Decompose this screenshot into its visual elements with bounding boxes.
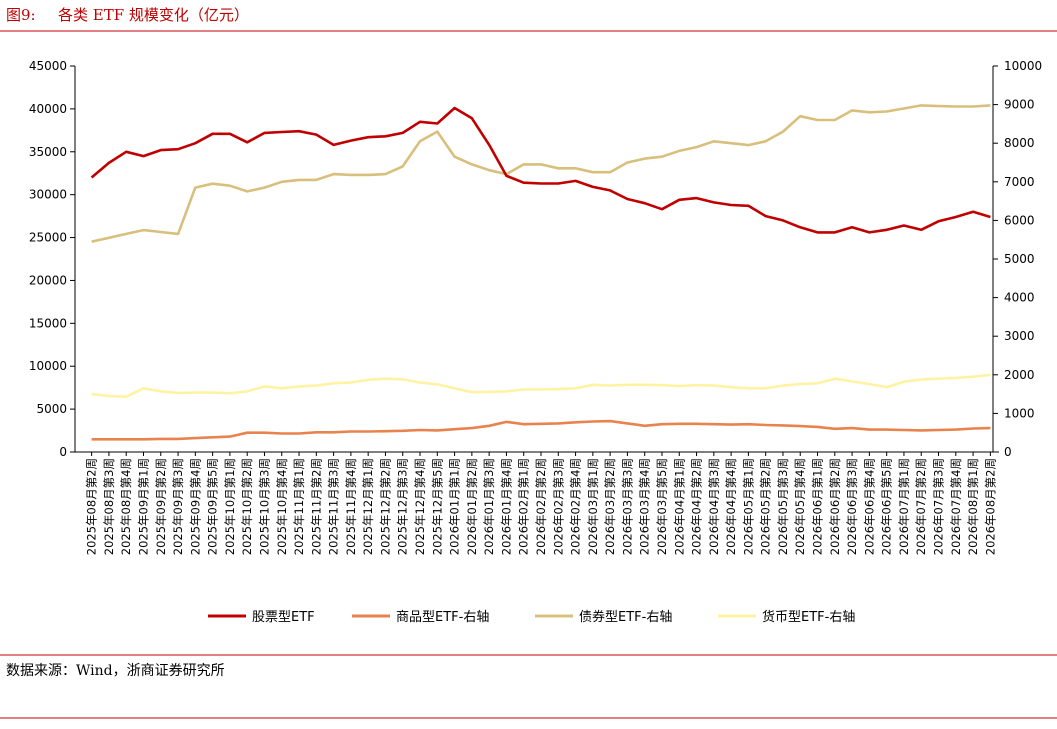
y2-tick-label: 1000 (1004, 406, 1035, 420)
legend-label: 股票型ETF (252, 610, 315, 625)
x-tick-label: 2026年04月第1周 (672, 458, 686, 555)
series-line (91, 104, 991, 243)
x-tick-label: 2025年11月第2周 (309, 458, 323, 555)
x-tick-label: 2026年01月第1周 (448, 458, 462, 555)
x-tick-label: 2025年12月第5周 (430, 458, 444, 555)
x-tick-label: 2026年02月第1周 (517, 458, 531, 555)
y-tick-label: 10000 (29, 359, 67, 373)
chart-title: 各类 ETF 规模变化（亿元） (58, 6, 249, 24)
y-tick-label: 25000 (29, 231, 67, 245)
x-tick-label: 2026年08月第1周 (966, 458, 980, 555)
x-tick-label: 2026年03月第1周 (586, 458, 600, 555)
x-tick-label: 2026年03月第3周 (620, 458, 634, 555)
y-tick-label: 0 (59, 445, 67, 459)
y2-tick-label: 10000 (1004, 59, 1042, 73)
legend-label: 货币型ETF-右轴 (762, 609, 855, 625)
series-line (90, 106, 991, 234)
series-line (91, 419, 991, 441)
x-tick-label: 2025年12月第4周 (413, 458, 427, 555)
x-tick-label: 2026年06月第1周 (811, 458, 825, 555)
x-tick-label: 2026年04月第2周 (690, 458, 704, 555)
y-tick-label: 40000 (29, 102, 67, 116)
x-tick-label: 2026年06月第4周 (862, 458, 876, 555)
y-tick-label: 35000 (29, 145, 67, 159)
x-tick-label: 2026年07月第1周 (897, 458, 911, 555)
x-tick-label: 2025年12月第3周 (396, 458, 410, 555)
figure-label: 图9: (6, 6, 36, 24)
y2-tick-label: 3000 (1004, 329, 1035, 343)
y2-tick-label: 5000 (1004, 252, 1035, 266)
x-tick-label: 2026年05月第4周 (793, 458, 807, 555)
y-tick-label: 15000 (29, 316, 67, 330)
x-tick-label: 2025年10月第1周 (223, 458, 237, 555)
x-tick-label: 2025年09月第4周 (188, 458, 202, 555)
x-tick-label: 2025年11月第3周 (327, 458, 341, 555)
y2-tick-label: 4000 (1004, 291, 1035, 305)
y2-tick-label: 7000 (1004, 175, 1035, 189)
x-tick-label: 2025年09月第2周 (154, 458, 168, 555)
x-tick-label: 2025年08月第3周 (102, 458, 116, 555)
x-tick-label: 2026年05月第1周 (741, 458, 755, 555)
x-tick-label: 2026年02月第4周 (569, 458, 583, 555)
y2-tick-label: 0 (1004, 445, 1012, 459)
x-tick-label: 2026年03月第4周 (638, 458, 652, 555)
x-tick-label: 2026年04月第3周 (707, 458, 721, 555)
x-tick-label: 2026年01月第4周 (499, 458, 513, 555)
x-tick-label: 2026年06月第2周 (828, 458, 842, 555)
x-tick-label: 2025年12月第1周 (361, 458, 375, 555)
series-line (91, 373, 991, 399)
x-tick-label: 2026年05月第2周 (759, 458, 773, 555)
x-tick-label: 2025年08月第2周 (85, 458, 99, 555)
y2-tick-label: 8000 (1004, 136, 1035, 150)
y-tick-label: 30000 (29, 188, 67, 202)
x-tick-label: 2025年12月第2周 (378, 458, 392, 555)
x-tick-label: 2025年09月第5周 (206, 458, 220, 555)
x-tick-label: 2026年03月第5周 (655, 458, 669, 555)
y-tick-label: 5000 (36, 402, 67, 416)
x-tick-label: 2025年11月第1周 (292, 458, 306, 555)
x-tick-label: 2026年08月第2周 (983, 458, 997, 555)
x-tick-label: 2026年06月第3周 (845, 458, 859, 555)
y-tick-label: 45000 (29, 59, 67, 73)
x-tick-label: 2025年10月第2周 (240, 458, 254, 555)
x-tick-label: 2026年01月第3周 (482, 458, 496, 555)
x-tick-label: 2025年09月第3周 (171, 458, 185, 555)
y2-tick-label: 2000 (1004, 368, 1035, 382)
source: 数据来源：Wind，浙商证券研究所 (6, 663, 225, 679)
y2-tick-label: 6000 (1004, 213, 1035, 227)
x-tick-label: 2025年11月第4周 (344, 458, 358, 555)
x-tick-label: 2026年07月第2周 (914, 458, 928, 555)
x-tick-label: 2026年01月第2周 (465, 458, 479, 555)
legend-label: 商品型ETF-右轴 (396, 610, 489, 625)
x-tick-label: 2025年10月第3周 (257, 458, 271, 555)
y2-tick-label: 9000 (1004, 98, 1035, 112)
x-tick-label: 2026年02月第2周 (534, 458, 548, 555)
x-tick-label: 2026年02月第3周 (551, 458, 565, 555)
x-tick-label: 2026年07月第3周 (932, 458, 946, 555)
x-tick-label: 2025年10月第4周 (275, 458, 289, 555)
x-tick-label: 2026年04月第4周 (724, 458, 738, 555)
y-tick-label: 20000 (29, 273, 67, 287)
x-tick-label: 2026年06月第5周 (880, 458, 894, 555)
x-tick-label: 2025年09月第1周 (136, 458, 150, 555)
x-tick-label: 2026年07月第4周 (949, 458, 963, 555)
legend-label: 债券型ETF-右轴 (579, 609, 672, 625)
x-tick-label: 2025年08月第4周 (119, 458, 133, 555)
x-tick-label: 2026年05月第3周 (776, 458, 790, 555)
x-tick-label: 2026年03月第2周 (603, 458, 617, 555)
